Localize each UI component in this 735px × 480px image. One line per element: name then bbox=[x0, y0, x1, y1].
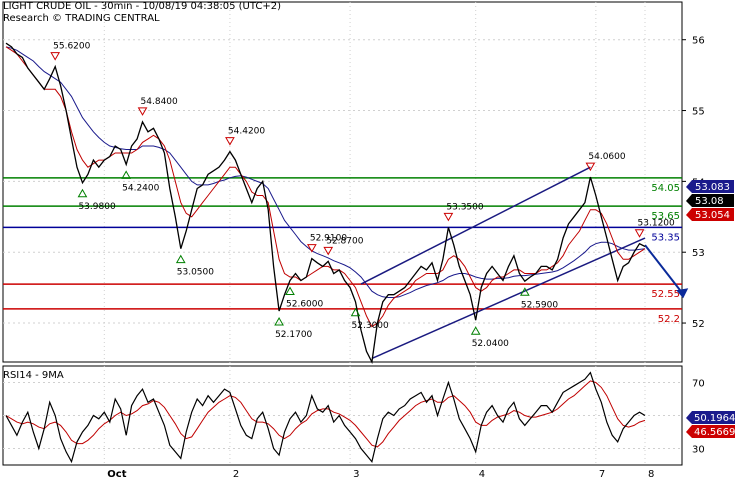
channel-upper-line bbox=[360, 166, 591, 285]
x-tick-label: 2 bbox=[233, 469, 239, 480]
high-label: 52.8700 bbox=[326, 236, 363, 246]
low-label: 53.9800 bbox=[78, 202, 115, 212]
high-marker bbox=[585, 162, 596, 172]
forecast-arrow-head bbox=[676, 288, 689, 299]
price-tag-label: 53.08 bbox=[695, 196, 724, 207]
level-lines: 54.05 53.65 53.35 52.55 52.2 bbox=[3, 177, 682, 325]
rsi-panel-label: RSI14 - 9MA bbox=[3, 370, 64, 381]
low-marker bbox=[470, 326, 481, 335]
high-marker bbox=[634, 229, 645, 238]
y-tick-label: 53 bbox=[692, 248, 705, 259]
high-label: 55.6200 bbox=[53, 42, 90, 52]
high-marker bbox=[50, 52, 61, 61]
level-label: 54.05 bbox=[651, 183, 680, 194]
x-tick-label: 3 bbox=[353, 469, 359, 480]
trend-channel bbox=[360, 166, 689, 360]
low-marker bbox=[77, 188, 88, 198]
price-line bbox=[5, 42, 646, 365]
rsi-tag-pointer bbox=[686, 425, 692, 438]
rsi-ma-line bbox=[5, 380, 646, 448]
x-tick-label: 4 bbox=[479, 469, 485, 480]
rsi-tick-label: 70 bbox=[692, 379, 705, 390]
x-tick-label: 7 bbox=[599, 469, 605, 480]
level-label: 52.55 bbox=[651, 289, 680, 300]
low-marker bbox=[175, 254, 186, 264]
high-label: 53.1200 bbox=[638, 219, 675, 229]
high-label: 54.0600 bbox=[588, 152, 625, 162]
extrema-markers: 55.6200 54.8400 54.4200 53.9800 54.2400 53.05… bbox=[50, 42, 675, 349]
low-label: 52.5900 bbox=[521, 300, 558, 310]
high-marker bbox=[323, 246, 334, 256]
level-label: 53.35 bbox=[651, 232, 680, 243]
high-label: 54.8400 bbox=[141, 97, 178, 107]
level-label: 53.65 bbox=[651, 211, 680, 222]
grid-lines bbox=[2, 1, 683, 466]
rsi-panel-group bbox=[5, 371, 646, 464]
low-label: 53.0500 bbox=[177, 268, 214, 278]
ma-fast-line bbox=[5, 46, 646, 328]
price-panel-frame bbox=[2, 1, 683, 363]
price-tag-label: 53.083 bbox=[695, 182, 730, 193]
forecast-arrow-line bbox=[644, 244, 685, 295]
y-tick-label: 56 bbox=[692, 36, 705, 47]
price-series-group bbox=[5, 42, 646, 365]
low-marker bbox=[121, 170, 132, 179]
price-tag-box bbox=[692, 180, 734, 193]
high-marker bbox=[306, 244, 317, 253]
low-marker bbox=[350, 307, 361, 317]
rsi-tag-label: 50.1964 bbox=[694, 413, 735, 424]
price-tag-pointer bbox=[686, 194, 692, 207]
low-label: 54.2400 bbox=[122, 183, 159, 193]
rsi-tag-box bbox=[692, 411, 735, 424]
price-tag-box bbox=[692, 208, 734, 221]
chart-title: LIGHT CRUDE OIL - 30min - 10/08/19 04:38… bbox=[3, 1, 281, 12]
price-tag-pointer bbox=[686, 208, 692, 221]
x-tick-label: Oct bbox=[107, 469, 126, 480]
low-label: 52.1700 bbox=[275, 330, 312, 340]
rsi-tag-pointer bbox=[686, 411, 692, 424]
rsi-line bbox=[5, 371, 646, 464]
rsi-tag-box bbox=[692, 425, 735, 438]
high-label: 52.9100 bbox=[310, 234, 347, 244]
y-tick-label: 55 bbox=[692, 107, 705, 118]
ma-slow-line bbox=[5, 46, 646, 298]
low-label: 52.3000 bbox=[352, 321, 389, 331]
low-marker bbox=[285, 286, 295, 296]
high-marker bbox=[137, 107, 148, 116]
x-tick-label: 8 bbox=[648, 469, 654, 480]
high-label: 53.3500 bbox=[446, 202, 483, 212]
channel-lower-line bbox=[371, 237, 646, 360]
level-label: 52.2 bbox=[658, 314, 680, 325]
y-tick-label: 52 bbox=[692, 319, 705, 330]
low-label: 52.0400 bbox=[472, 339, 509, 349]
rsi-tick-label: 30 bbox=[692, 445, 705, 456]
price-tag-pointer bbox=[686, 180, 692, 193]
price-tag-label: 53.054 bbox=[695, 210, 730, 221]
rsi-tag-label: 46.5669 bbox=[694, 427, 735, 438]
price-tag-box bbox=[692, 194, 734, 207]
price-tags: 53.083 53.08 53.054 50.1964 46.5669 bbox=[686, 180, 735, 438]
high-marker bbox=[443, 212, 454, 222]
high-marker bbox=[225, 137, 235, 146]
low-label: 52.6000 bbox=[286, 300, 323, 310]
high-label: 54.4200 bbox=[228, 127, 265, 137]
chart-source: Research © TRADING CENTRAL bbox=[3, 13, 160, 24]
low-marker bbox=[519, 287, 530, 296]
low-marker bbox=[274, 316, 284, 326]
